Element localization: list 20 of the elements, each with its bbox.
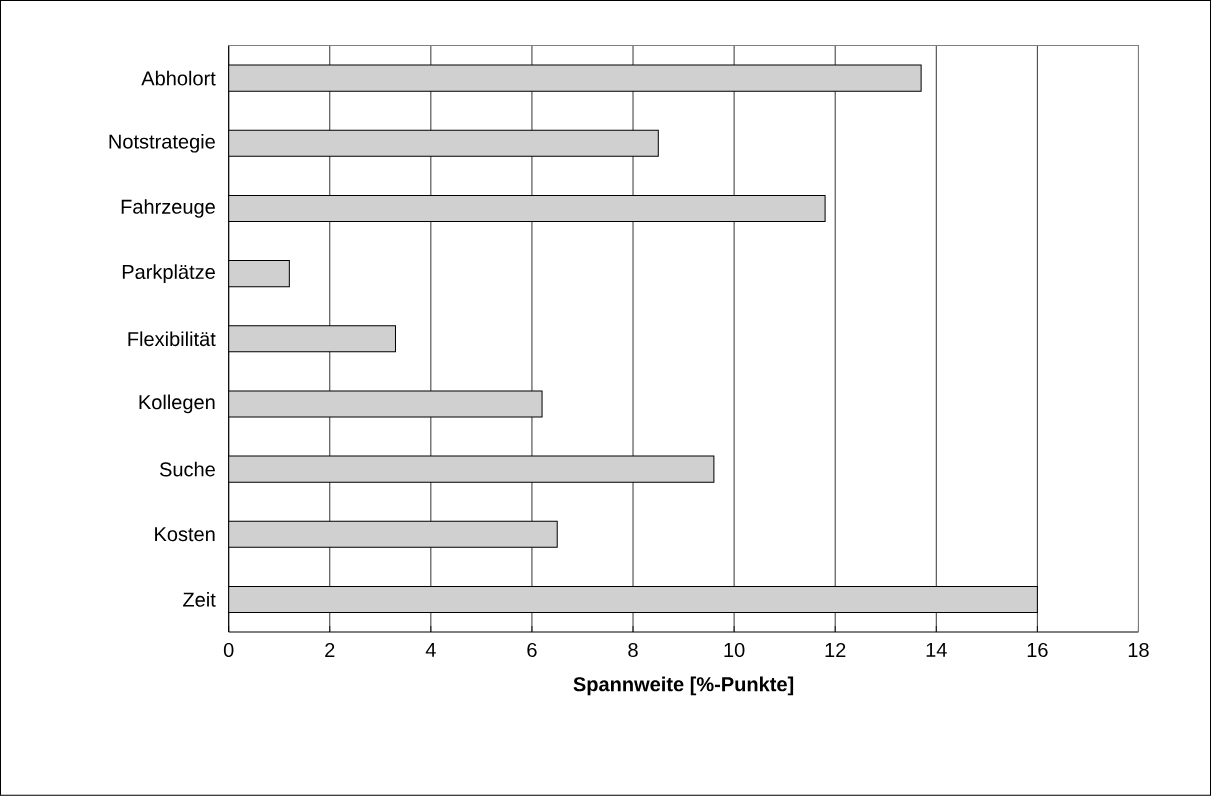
y-tick-label: Abholort (141, 70, 216, 86)
x-tick-label: 10 (724, 643, 745, 658)
x-axis-title: Spannweite [%-Punkte] (573, 676, 794, 696)
x-tick-label: 8 (628, 643, 638, 658)
x-tick-label: 0 (223, 643, 234, 658)
y-tick-label: Notstrategie (109, 134, 215, 153)
y-tick-label: Fahrzeuge (121, 199, 215, 218)
x-tick-label: 2 (325, 643, 335, 658)
y-tick-label: Flexibilität (128, 331, 216, 347)
y-tick-label: Kollegen (139, 394, 215, 414)
x-tick-label: 12 (825, 643, 846, 658)
x-tick-label: 16 (1027, 643, 1048, 658)
y-tick-label: Kosten (155, 527, 215, 542)
x-tick-label: 4 (425, 643, 436, 657)
y-tick-label: Suche (159, 461, 215, 477)
x-tick-label: 14 (926, 643, 947, 657)
y-tick-label: Parkplätze (122, 264, 215, 284)
y-tick-label: Zeit (183, 592, 216, 607)
x-tick-label: 18 (1128, 643, 1149, 658)
x-tick-label: 6 (527, 643, 537, 658)
